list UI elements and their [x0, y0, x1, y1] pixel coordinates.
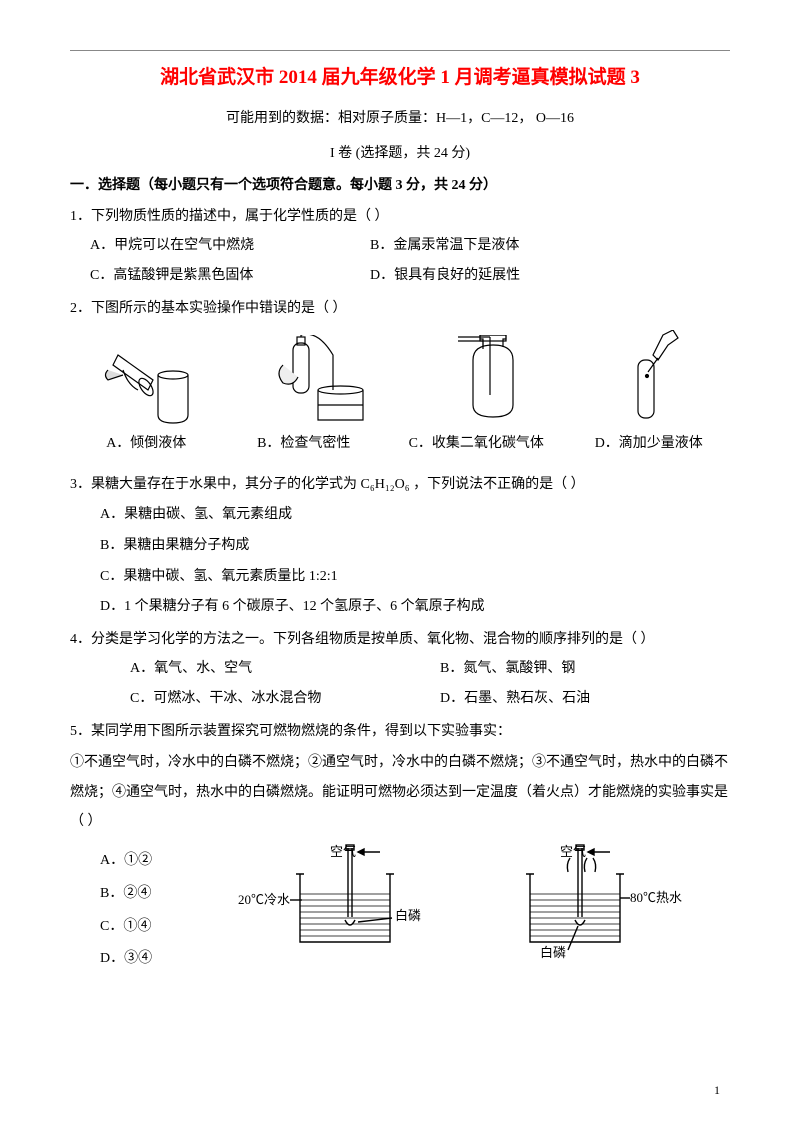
drip-liquid-icon — [603, 330, 703, 425]
q3-opt-b: B．果糖由果糖分子构成 — [100, 533, 730, 560]
q2-fig-a — [98, 335, 208, 429]
q5-opt-c: C．①④ — [100, 914, 200, 941]
q2-figure-row — [70, 330, 730, 429]
subtitle: 可能用到的数据：相对原子质量：H—1，C—12， O—16 — [70, 106, 730, 133]
q2-label-a: A．倾倒液体 — [91, 431, 201, 458]
q4-stem: 4．分类是学习化学的方法之一。下列各组物质是按单质、氧化物、混合物的顺序排列的是… — [70, 627, 730, 654]
q1-opt-c: C．高锰酸钾是紫黑色固体 — [90, 263, 330, 290]
section-label: I 卷 (选择题，共 24 分) — [70, 141, 730, 168]
phos-label-1: 白磷 — [395, 908, 421, 923]
q4-opt-b: B．氮气、氯酸钾、钢 — [440, 656, 575, 683]
q5-figures: 空气 — [200, 842, 730, 966]
q2-fig-d — [603, 330, 703, 429]
beaker-hot-icon: 空气 — [490, 842, 700, 962]
page-title: 湖北省武汉市 2014 届九年级化学 1 月调考逼真模拟试题 3 — [70, 60, 730, 96]
question-4: 4．分类是学习化学的方法之一。下列各组物质是按单质、氧化物、混合物的顺序排列的是… — [70, 627, 730, 713]
q2-label-c: C．收集二氧化碳气体 — [406, 431, 546, 458]
q1-stem: 1．下列物质性质的描述中，属于化学性质的是（ ） — [70, 204, 730, 231]
q1-opt-b: B．金属汞常温下是液体 — [370, 233, 519, 260]
q2-fig-b — [263, 335, 383, 429]
cold-label: 20℃冷水 — [238, 892, 290, 907]
question-3: 3．果糖大量存在于水果中，其分子的化学式为 C₆H₁₂O₆ ，下列说法不正确的是… — [70, 472, 730, 621]
question-1: 1．下列物质性质的描述中，属于化学性质的是（ ） A．甲烷可以在空气中燃烧 B．… — [70, 204, 730, 290]
page-number: 1 — [714, 1079, 720, 1102]
q3-opt-c: C．果糖中碳、氢、氧元素质量比 1:2:1 — [100, 564, 730, 591]
q2-fig-c — [438, 335, 548, 429]
q3-opt-d: D．1 个果糖分子有 6 个碳原子、12 个氢原子、6 个氧原子构成 — [100, 594, 730, 621]
q5-options: A．①② B．②④ C．①④ D．③④ — [100, 842, 200, 978]
q5-opt-d: D．③④ — [100, 946, 200, 973]
q4-opt-a: A．氧气、水、空气 — [130, 656, 400, 683]
top-rule — [70, 50, 730, 51]
q2-label-d: D．滴加少量液体 — [589, 431, 709, 458]
q4-opt-c: C．可燃冰、干冰、冰水混合物 — [130, 686, 400, 713]
question-5: 5．某同学用下图所示装置探究可燃物燃烧的条件，得到以下实验事实： ①不通空气时，… — [70, 719, 730, 979]
pour-liquid-icon — [98, 335, 208, 425]
section-head: 一．选择题（每小题只有一个选项符合题意。每小题 3 分，共 24 分） — [70, 173, 730, 200]
beaker-cold-icon: 空气 — [230, 842, 430, 962]
collect-co2-icon — [438, 335, 548, 425]
q1-opt-a: A．甲烷可以在空气中燃烧 — [90, 233, 330, 260]
question-2: 2．下图所示的基本实验操作中错误的是（ ） — [70, 296, 730, 458]
q3-opt-a: A．果糖由碳、氢、氧元素组成 — [100, 502, 730, 529]
q3-stem: 3．果糖大量存在于水果中，其分子的化学式为 C₆H₁₂O₆ ，下列说法不正确的是… — [70, 472, 730, 499]
q4-opt-d: D．石墨、熟石灰、石油 — [440, 686, 590, 713]
q1-opt-d: D．银具有良好的延展性 — [370, 263, 520, 290]
check-airtight-icon — [263, 335, 383, 425]
q5-opt-a: A．①② — [100, 848, 200, 875]
hot-label: 80℃热水 — [630, 890, 682, 905]
phos-label-2: 白磷 — [540, 945, 566, 960]
q2-label-b: B．检查气密性 — [244, 431, 364, 458]
q5-stem1: 5．某同学用下图所示装置探究可燃物燃烧的条件，得到以下实验事实： — [70, 719, 730, 746]
q2-stem: 2．下图所示的基本实验操作中错误的是（ ） — [70, 296, 730, 323]
q5-stem2: ①不通空气时，冷水中的白磷不燃烧；②通空气时，冷水中的白磷不燃烧；③不通空气时，… — [70, 748, 730, 836]
q5-opt-b: B．②④ — [100, 881, 200, 908]
